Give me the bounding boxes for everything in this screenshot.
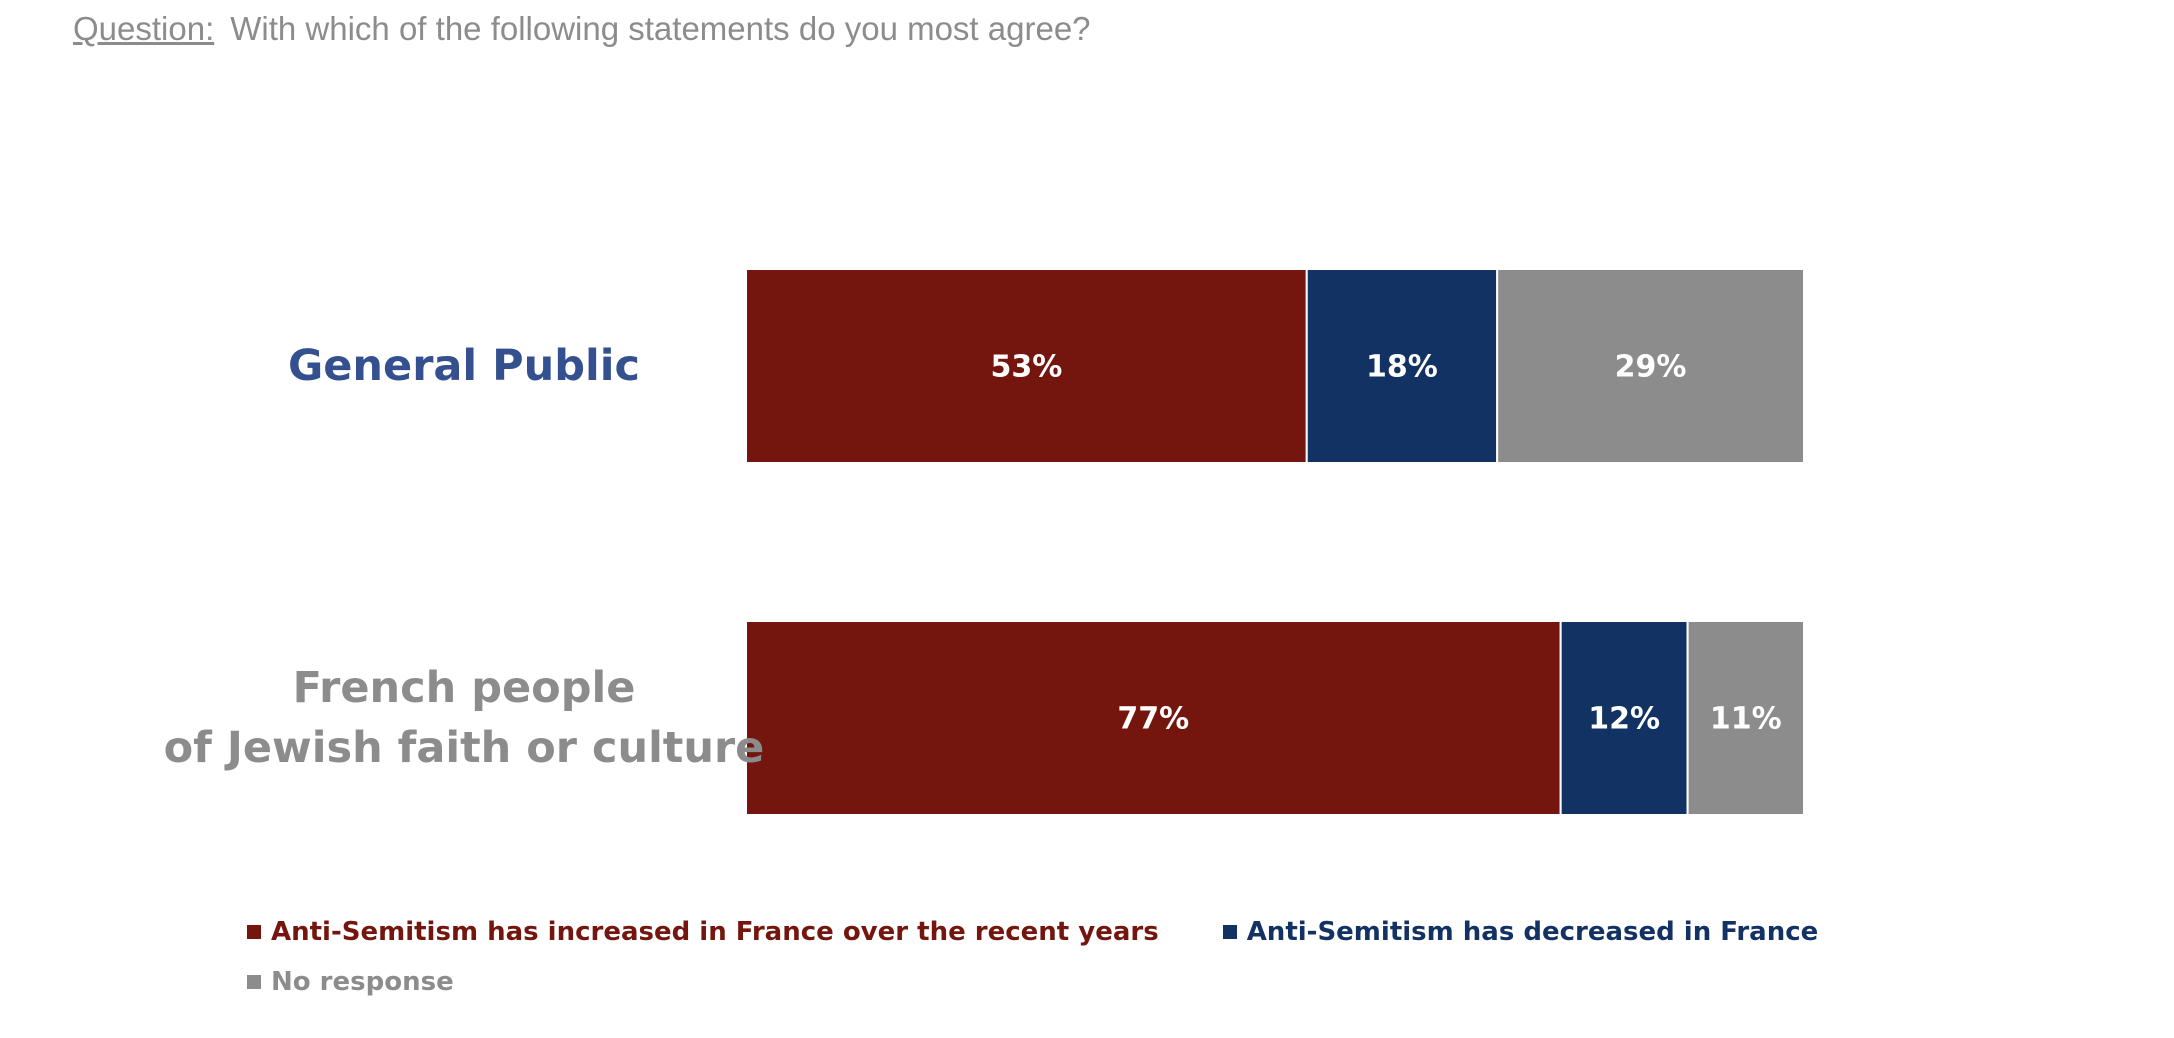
question: Question: With which of the following sta… [73,10,1091,48]
bar-segment [745,620,1562,816]
legend-label: Anti-Semitism has increased in France ov… [271,917,1159,947]
legend: Anti-Semitism has increased in France ov… [247,916,1820,998]
value-label: 18% [1366,350,1438,385]
legend-item: No response [247,966,1756,998]
value-label: 12% [1588,702,1660,737]
category-label: General Public [287,341,641,391]
value-label: 29% [1615,350,1687,385]
bar-segment [1559,620,1689,816]
value-label: 77% [1117,702,1189,737]
legend-swatch [1222,925,1237,939]
legend-label: No response [271,967,454,997]
legend-item: Anti-Semitism has increased in France ov… [247,916,1159,948]
value-label: 11% [1710,702,1782,737]
legend-swatch [247,975,261,989]
bar-segment [1686,620,1805,816]
question-label: Question: [73,10,215,47]
bar-segment [1496,268,1806,464]
bar-segment [745,268,1308,464]
value-label: 53% [990,350,1062,385]
chart-title: With which of the following statements d… [230,10,1091,47]
legend-label: Anti-Semitism has decreased in France ov… [1246,917,1820,947]
legend-swatch [247,925,261,939]
legend-item: Anti-Semitism has decreased in France ov… [1222,916,1820,948]
category-label: French people of Jewish faith or culture [163,663,765,773]
